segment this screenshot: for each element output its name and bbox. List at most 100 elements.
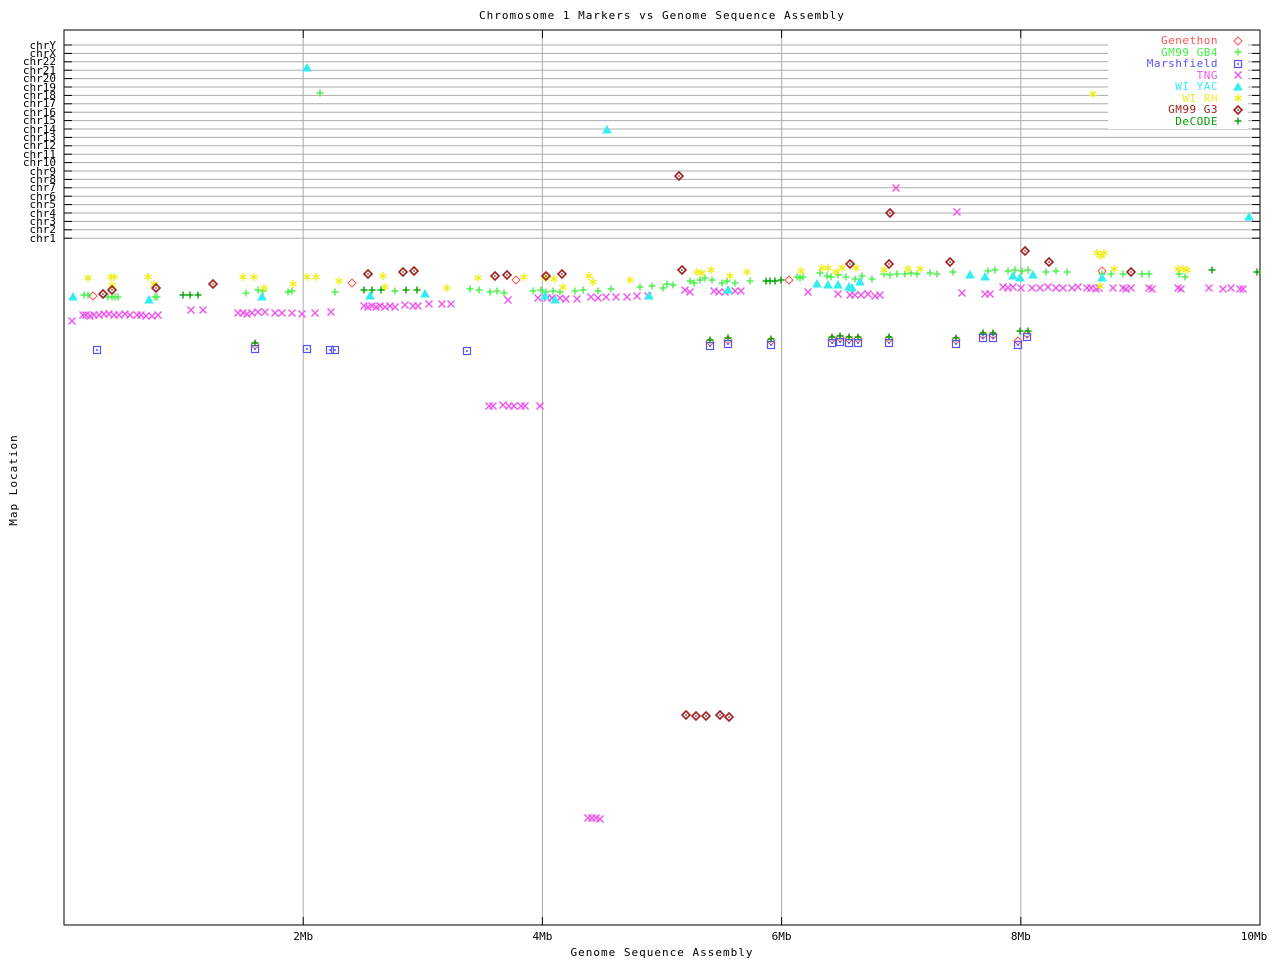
marker-plus [989,329,997,337]
marker-asterisk [303,273,311,281]
marker-x-cross [68,317,76,325]
marker-plus [391,287,399,295]
marker-plus [579,286,587,294]
marker-plus [842,273,850,281]
marker-x-cross [715,288,723,296]
marker-x-cross [1234,71,1242,80]
marker-plus [868,275,876,283]
marker-triangle [68,291,78,301]
marker-asterisk [626,276,634,284]
chr-label-chr4: chr4 [29,206,57,220]
marker-diamond-bold [501,269,513,281]
chr-label-chr14: chr14 [22,122,56,136]
marker-asterisk [1174,265,1182,273]
marker-x-cross [521,402,529,410]
marker-triangle [965,269,975,279]
marker-plus [746,277,754,285]
marker-plus [901,270,909,278]
marker-x-cross [1239,285,1247,293]
marker-asterisk [84,274,92,282]
marker-x-cross [857,291,865,299]
chr-label-chr9: chr9 [29,164,57,178]
marker-asterisk [335,277,343,285]
marker-asterisk [797,267,805,275]
marker-diamond-bold [676,264,688,276]
chr-label-chr5: chr5 [29,198,57,212]
marker-x-cross [1109,284,1117,292]
marker-x-cross [686,288,694,296]
marker-plus [723,277,731,285]
marker-asterisk [693,268,701,276]
chr-label-chr11: chr11 [22,147,56,161]
marker-diamond-bold [673,170,685,182]
marker-plus [718,279,726,287]
marker-asterisk [904,265,912,273]
marker-plus [669,281,677,289]
marker-plus [331,288,339,296]
x-tick-label-4Mb: 4Mb [532,930,553,943]
marker-plus [254,286,262,294]
marker-x-cross [612,293,620,301]
marker-plus [858,272,866,280]
marker-asterisk [144,273,152,281]
marker-diamond-bold [690,710,702,722]
legend-row-decode: DeCODE [1108,114,1248,128]
marker-plus [1208,266,1216,274]
legend-label-genethon: Genethon [1161,34,1218,48]
marker-asterisk [824,264,832,272]
marker-square-dot [1022,332,1032,342]
legend-symbol-icon [1233,59,1243,68]
marker-plus [486,288,494,296]
marker-x-cross [425,300,433,308]
marker-diamond-bold [1125,266,1137,278]
marker-plus [767,335,775,343]
marker-x-cross [834,290,842,298]
marker-plus [500,289,508,297]
marker-plus [690,279,698,287]
scatter-points [68,62,1261,823]
marker-plus [402,286,410,294]
marker-x-cross [401,301,409,309]
marker-plus [537,286,545,294]
marker-x-cross [148,312,156,320]
marker-diamond-bold [540,270,552,282]
legend-label-decode: DeCODE [1175,114,1218,128]
chr-label-chr2: chr2 [29,223,57,237]
marker-asterisk [852,264,860,272]
marker-plus [1138,270,1146,278]
marker-plus [851,275,859,283]
marker-plus [1024,327,1032,335]
marker-asterisk [550,275,558,283]
marker-x-cross [504,296,512,304]
marker-x-cross [1227,284,1235,292]
marker-asterisk [743,268,751,276]
marker-x-cross [1205,284,1213,292]
series-wi_rh [84,90,1191,292]
marker-x-cross [414,302,422,310]
marker-x-cross [79,311,87,319]
marker-plus [828,333,836,341]
marker-plus [724,334,732,342]
marker-triangle [144,294,154,304]
marker-diamond-bold [723,711,735,723]
marker-x-cross [311,309,319,317]
marker-plus [1107,270,1115,278]
marker-plus [659,284,667,292]
marker-x-cross [510,402,518,410]
marker-plus [854,333,862,341]
marker-plus [1145,270,1153,278]
marker-diamond-open [1233,36,1243,46]
marker-diamond-bold [1043,256,1055,268]
marker-plus [816,269,824,277]
legend-symbol-icon [1233,81,1243,91]
marker-plus [284,288,292,296]
marker-square-dot [1233,59,1243,68]
marker-triangle [847,282,857,292]
marker-x-cross [1044,283,1052,291]
marker-triangle [644,290,654,300]
marker-diamond-bold [844,258,856,270]
marker-x-cross [958,289,966,297]
marker-diamond-bold [489,270,501,282]
